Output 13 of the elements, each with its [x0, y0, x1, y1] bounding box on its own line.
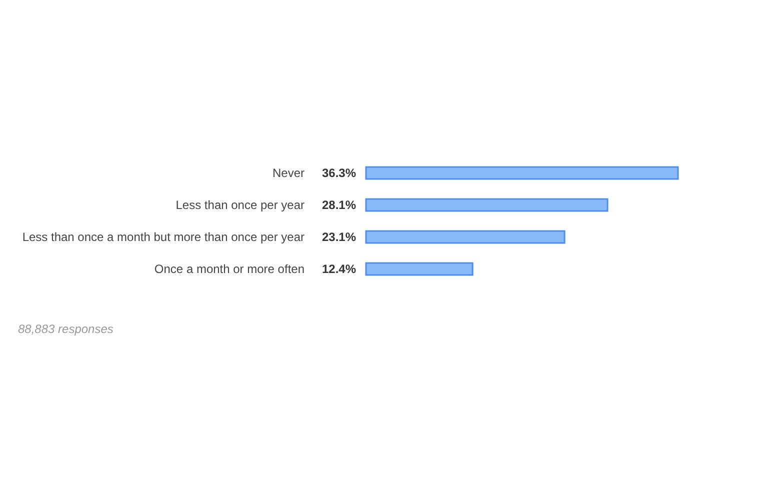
data-label: 28.1% [322, 198, 356, 212]
y-tick-label: Less than once a month but more than once per year [22, 230, 304, 244]
bar [365, 262, 474, 276]
data-label: 12.4% [322, 262, 356, 276]
text: 88,883 responses [18, 322, 114, 336]
data-label: 36.3% [322, 166, 356, 180]
y-tick-label: Less than once per year [176, 198, 304, 212]
data-label: 23.1% [322, 230, 356, 244]
y-tick-label: Once a month or more often [154, 262, 304, 276]
bar [365, 230, 566, 244]
y-tick-label: Never [272, 166, 304, 180]
bar [365, 166, 679, 180]
bar [365, 198, 608, 212]
